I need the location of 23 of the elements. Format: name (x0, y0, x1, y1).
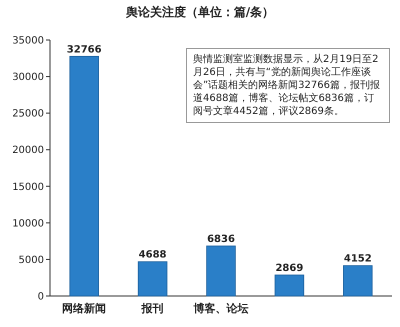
y-tick-label: 35000 (12, 36, 44, 46)
bar (274, 274, 304, 296)
y-tick-label: 5000 (18, 254, 44, 266)
bar (343, 265, 373, 296)
y-tick-label: 10000 (12, 218, 44, 230)
y-tick-label: 15000 (12, 182, 44, 193)
y-tick-label: 25000 (12, 108, 44, 120)
y-tick-label: 20000 (12, 145, 44, 156)
x-tick-label: 报刊 (140, 302, 164, 315)
annotation: 舆情监测室监测数据显示，从2月19日至2月26日，共有与“党的新闻舆论工作座谈会”话题相关的网络新闻32766篇，报刊报道4688篇，博客、论坛帖文6836篇，订阅号文章4452篇，评议2869条。 (186, 48, 390, 123)
x-tick-label: 网络新闻 (62, 302, 106, 315)
data-label: 4688 (138, 250, 167, 261)
data-label: 4152 (344, 254, 372, 265)
bar (206, 246, 236, 296)
bar (69, 56, 99, 296)
data-label: 6836 (207, 234, 235, 245)
bar (138, 261, 168, 296)
x-tick-label: 博客、论坛 (192, 302, 248, 315)
y-tick-label: 0 (38, 292, 44, 302)
data-label: 32766 (66, 44, 102, 56)
chart-title: 舆论关注度（单位：篇/条） (124, 5, 274, 19)
y-tick-label: 30000 (12, 72, 44, 84)
data-label: 2869 (275, 263, 304, 274)
